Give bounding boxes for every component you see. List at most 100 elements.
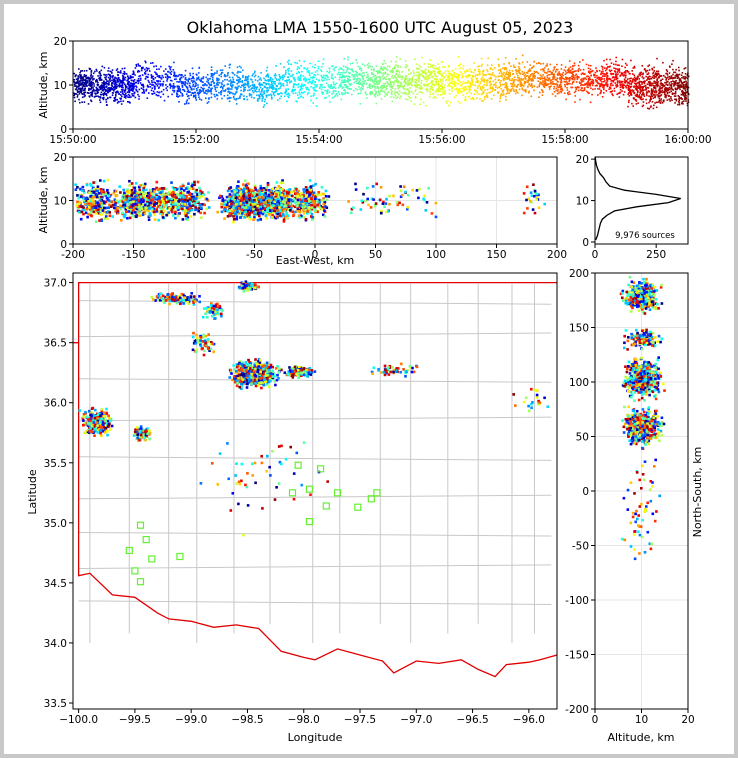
lma-source <box>108 87 111 89</box>
lma-source <box>144 77 147 80</box>
lma-source <box>667 80 669 83</box>
lma-source <box>357 92 359 95</box>
lma-source <box>682 103 684 105</box>
lma-source <box>121 67 124 70</box>
lma-source <box>579 69 582 71</box>
lma-source <box>503 63 505 65</box>
lma-source <box>251 74 254 77</box>
lma-source <box>320 85 323 87</box>
lma-source <box>668 94 670 97</box>
lma-source <box>371 79 373 81</box>
lma-source <box>632 79 634 82</box>
lma-source <box>116 77 118 79</box>
lma-source <box>254 74 257 77</box>
lma-source <box>73 96 76 99</box>
lma-source <box>682 85 684 88</box>
lma-source <box>584 83 586 85</box>
lma-source <box>385 75 388 78</box>
lma-source <box>387 91 390 93</box>
lma-source <box>171 79 173 82</box>
lma-source <box>640 71 642 74</box>
lma-source <box>148 195 152 198</box>
lma-source <box>95 209 98 212</box>
lma-source <box>370 92 372 94</box>
lma-source <box>270 84 272 86</box>
lma-source <box>643 80 645 83</box>
lma-source <box>322 86 324 89</box>
lma-source <box>404 79 406 81</box>
lma-source <box>367 75 369 78</box>
lma-source <box>153 218 157 221</box>
lma-source <box>356 72 358 74</box>
lma-source <box>96 201 99 205</box>
lma-source <box>94 220 98 223</box>
lma-source <box>391 71 393 74</box>
lma-source <box>547 70 549 73</box>
lma-source <box>91 92 94 94</box>
lma-source <box>122 81 124 83</box>
lma-source <box>338 71 340 74</box>
lma-source <box>244 77 247 80</box>
lma-source <box>79 217 83 221</box>
lma-source <box>396 81 398 83</box>
lma-source <box>635 103 638 105</box>
lma-source <box>575 87 578 89</box>
lma-source <box>88 79 91 82</box>
lma-source <box>567 93 570 96</box>
lma-source <box>266 90 269 93</box>
lma-source <box>395 60 397 63</box>
lma-source <box>565 98 567 101</box>
lma-source <box>100 213 103 217</box>
lma-source <box>665 72 667 75</box>
lma-source <box>566 89 569 91</box>
lma-source <box>683 93 686 95</box>
lma-source <box>292 76 295 79</box>
lma-source <box>568 90 571 93</box>
lma-source <box>75 93 78 95</box>
lma-source <box>130 96 132 98</box>
lma-source <box>432 93 434 95</box>
lma-source <box>614 82 617 84</box>
lma-source <box>75 74 77 76</box>
lma-source <box>335 90 337 92</box>
lma-source <box>652 89 655 91</box>
lma-source <box>270 81 273 83</box>
lma-source <box>624 80 626 82</box>
lma-source <box>587 75 590 78</box>
lma-source <box>89 85 92 87</box>
lma-source <box>307 91 310 94</box>
lma-source <box>438 72 440 75</box>
lma-source <box>443 86 446 89</box>
lma-source <box>208 97 210 99</box>
lma-source <box>103 84 106 86</box>
lma-source <box>184 84 186 86</box>
lma-source <box>615 60 617 63</box>
lma-source <box>364 92 367 95</box>
lma-source <box>91 95 93 97</box>
lma-source <box>343 58 346 60</box>
lma-source <box>379 71 382 73</box>
lma-source <box>84 88 86 91</box>
lma-source <box>311 82 314 84</box>
lma-source <box>111 94 114 96</box>
lma-source <box>647 90 650 92</box>
lma-source <box>266 94 269 97</box>
lma-source <box>603 73 606 75</box>
lma-source <box>527 81 529 84</box>
east-west-points <box>74 178 546 224</box>
lma-source <box>156 80 158 82</box>
lma-source <box>116 68 119 70</box>
lma-source <box>576 75 578 77</box>
lma-source <box>331 93 333 95</box>
lma-source <box>446 102 448 105</box>
lma-source <box>437 82 440 85</box>
lma-source <box>427 63 430 65</box>
lma-source <box>553 82 555 85</box>
lma-source <box>124 89 127 92</box>
lma-source <box>656 94 658 96</box>
lma-source <box>686 102 689 105</box>
lma-source <box>122 86 124 89</box>
lma-source <box>638 78 640 80</box>
lma-source <box>153 86 156 88</box>
lma-source <box>520 79 522 81</box>
